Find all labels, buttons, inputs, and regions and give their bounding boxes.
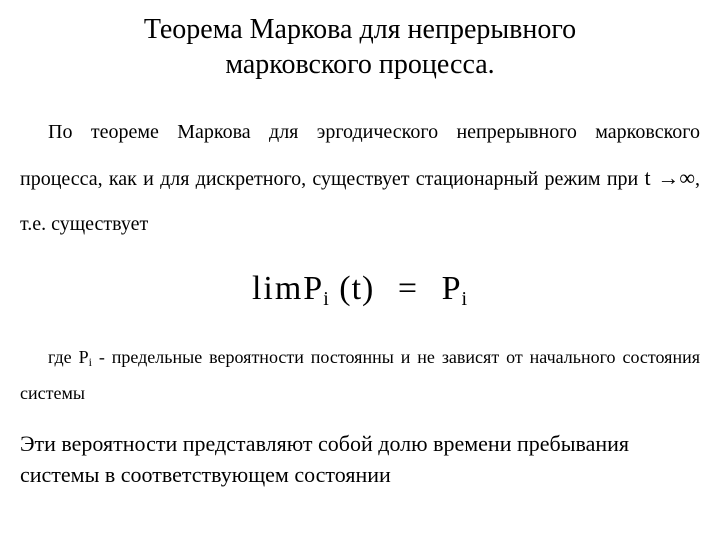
eq-equals: = <box>398 270 418 307</box>
eq-P-right: P <box>442 270 462 307</box>
limit-equation: limPi (t) = Pi <box>20 270 700 311</box>
para2-where: где <box>48 347 79 367</box>
title-line-1: Теорема Маркова для непрерывного <box>144 14 576 45</box>
para2-rest: - предельные вероятности постоянны и не … <box>20 347 700 403</box>
slide: Теорема Маркова для непрерывного марковс… <box>0 0 720 540</box>
eq-open-paren: ( <box>339 270 351 307</box>
paragraph-theorem: По теореме Маркова для эргодического неп… <box>20 110 700 246</box>
inline-formula-t-to-inf: t →∞ <box>644 165 695 190</box>
eq-lim: lim <box>252 270 303 307</box>
title-line-2: марковского процесса. <box>225 49 494 80</box>
eq-P-left: P <box>303 270 323 307</box>
para2-Pi-P: P <box>79 347 89 367</box>
eq-i-left: i <box>323 288 330 310</box>
para1-text-1: По теореме Маркова для эргодического неп… <box>20 121 700 190</box>
para2-Pi: Pi <box>79 347 92 367</box>
eq-close-paren: ) <box>362 270 374 307</box>
paragraph-interpretation: Эти вероятности представляют собой долю … <box>20 429 700 491</box>
paragraph-where: где Pi - предельные вероятности постоянн… <box>20 339 700 411</box>
eq-i-right: i <box>461 288 468 310</box>
eq-t: t <box>352 270 362 307</box>
slide-title: Теорема Маркова для непрерывного марковс… <box>20 12 700 82</box>
